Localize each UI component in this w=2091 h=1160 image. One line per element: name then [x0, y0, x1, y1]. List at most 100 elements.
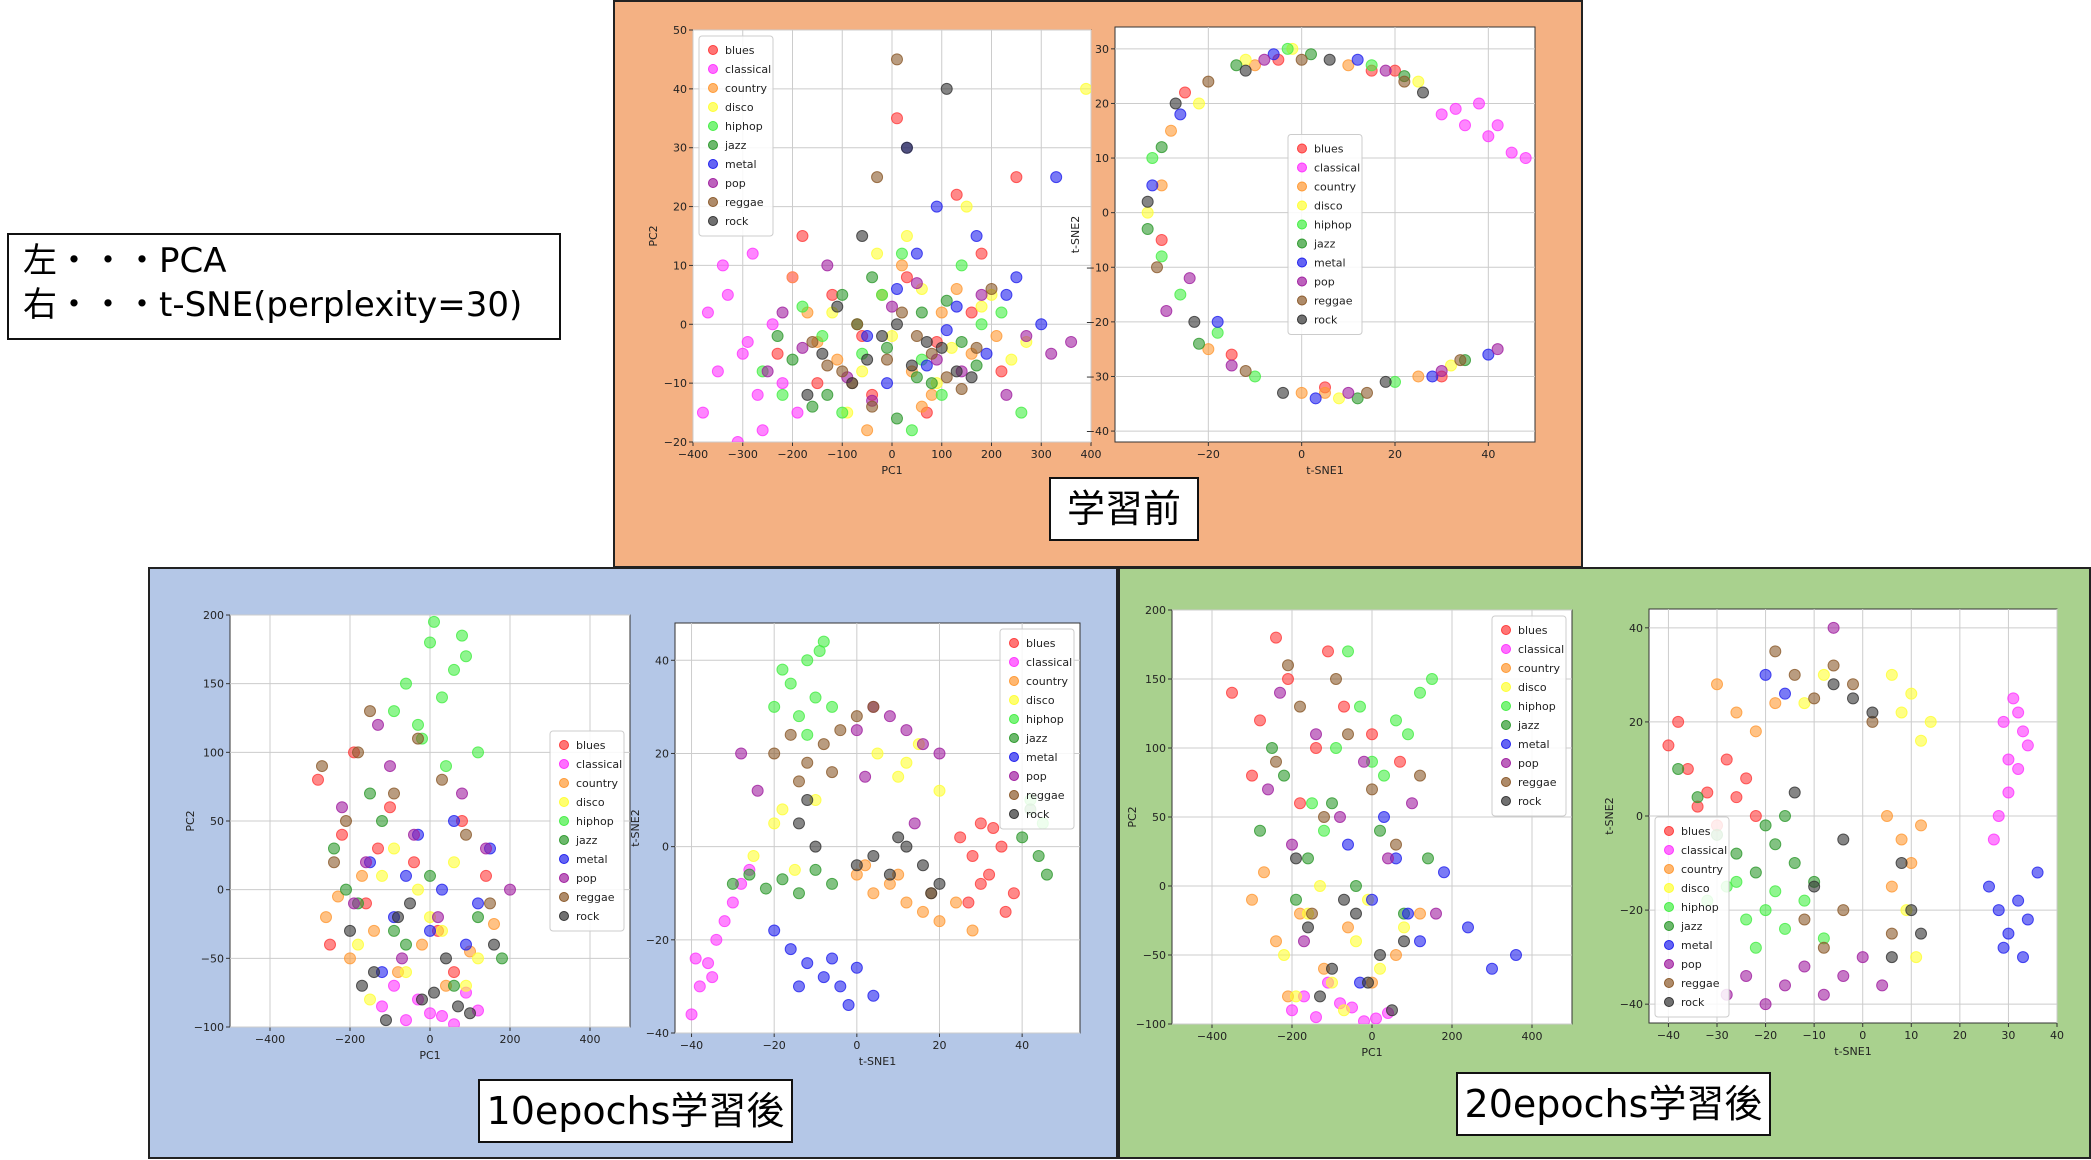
pca-chart: −400 −300 −200 −100 0 100 200 300 400−20−1001020… [647, 24, 1102, 477]
point-disco [1915, 734, 1927, 747]
point-rock [356, 979, 368, 992]
point-jazz [1305, 48, 1317, 61]
point-jazz [1141, 223, 1154, 236]
legend-label-rock: rock [1314, 314, 1338, 327]
point-jazz [836, 288, 849, 301]
point-country [895, 259, 908, 272]
point-blues [1294, 797, 1306, 810]
point-pop [859, 770, 872, 783]
x-tick-label: 10 [1904, 1029, 1918, 1042]
x-tick-label: −300 [728, 448, 758, 461]
point-country [1711, 678, 1723, 691]
y-tick-label: −100 [194, 1021, 224, 1034]
point-blues [1010, 171, 1023, 184]
point-hiphop [1330, 742, 1342, 754]
point-reggae [1769, 645, 1782, 658]
point-country [368, 924, 380, 937]
point-pop [751, 784, 764, 797]
point-disco [1412, 75, 1425, 88]
caption-10-epochs: 10epochs学習後 [478, 1079, 793, 1143]
point-reggae [1294, 700, 1306, 713]
point-jazz [496, 952, 508, 965]
point-hiphop [1798, 894, 1811, 907]
point-rock [905, 359, 918, 372]
x-tick-label: −20 [1197, 448, 1220, 461]
y-tick-label: −50 [201, 952, 224, 965]
point-jazz [1759, 819, 1772, 832]
point-metal [1486, 962, 1498, 975]
legend-marker-reggae [1009, 790, 1019, 800]
legend-label-blues: blues [725, 44, 755, 57]
point-metal [1174, 108, 1187, 121]
point-pop [1358, 755, 1370, 768]
legend-marker-metal [559, 854, 569, 864]
point-classical [701, 306, 714, 319]
point-rock [792, 817, 805, 830]
20-epochs-charts: −400 −200 0 200 400−100−50050100150200PC1PC2… [1120, 569, 2089, 1157]
point-hiphop [428, 615, 440, 628]
legend-label-disco: disco [1518, 681, 1547, 694]
point-hiphop [1146, 152, 1159, 165]
point-metal [1426, 370, 1439, 383]
point-blues [1749, 810, 1762, 822]
point-rock [1827, 678, 1840, 691]
point-rock [464, 1007, 476, 1020]
legend-marker-pop [1009, 771, 1019, 781]
y-axis-label: t-SNE2 [629, 809, 642, 846]
note-line-right: 右・・・t-SNE(perplexity=30) [23, 285, 523, 325]
point-rock [883, 868, 896, 881]
point-reggae [1390, 838, 1402, 851]
point-pop [1759, 998, 1772, 1011]
x-tick-label: −10 [1803, 1029, 1826, 1042]
point-jazz [1230, 59, 1243, 72]
point-pop [910, 277, 923, 290]
point-hiphop [955, 259, 968, 272]
point-jazz [1691, 791, 1704, 804]
legend-label-classical: classical [1314, 162, 1360, 175]
point-jazz [821, 388, 834, 401]
point-jazz [1351, 392, 1364, 405]
point-jazz [1266, 742, 1278, 754]
point-country [950, 896, 963, 909]
y-axis-label: PC2 [647, 225, 660, 246]
point-rock [1169, 97, 1182, 110]
point-hiphop [1378, 769, 1390, 782]
x-axis-label: t-SNE1 [1834, 1045, 1871, 1058]
point-metal [2021, 913, 2034, 926]
point-rock [1398, 935, 1410, 948]
point-metal [867, 989, 880, 1002]
point-classical [731, 436, 744, 442]
legend-marker-pop [1664, 959, 1674, 969]
point-reggae [1366, 783, 1378, 796]
point-classical [1473, 97, 1485, 110]
point-rock [380, 1014, 392, 1027]
point-rock [1362, 976, 1374, 989]
point-metal [1992, 904, 2005, 917]
point-blues [384, 801, 396, 814]
point-hiphop [1414, 686, 1426, 699]
point-blues [995, 365, 1008, 378]
point-blues [796, 230, 809, 242]
legend-marker-country [559, 778, 569, 788]
point-hiphop [1211, 326, 1224, 339]
y-axis-label: t-SNE2 [1603, 797, 1616, 834]
point-metal [1462, 921, 1474, 934]
legend-label-rock: rock [576, 910, 600, 923]
point-classical [721, 288, 734, 301]
point-rock [1866, 706, 1879, 719]
point-pop [372, 718, 384, 731]
point-hiphop [1402, 728, 1414, 741]
point-disco [1350, 935, 1362, 948]
chart-legend: blues classical country disco hiphop jazz meta… [1287, 134, 1363, 335]
legend-label-blues: blues [1518, 624, 1548, 637]
point-country [320, 911, 332, 924]
point-jazz [970, 359, 983, 372]
point-metal [1983, 880, 1995, 893]
point-pop [900, 724, 913, 737]
point-pop [916, 738, 929, 751]
scatter-points [685, 635, 1053, 1021]
x-tick-label: 400 [1522, 1030, 1543, 1043]
point-pop [504, 883, 516, 896]
legend-label-blues: blues [1314, 143, 1344, 156]
x-tick-label: 400 [1081, 448, 1102, 461]
